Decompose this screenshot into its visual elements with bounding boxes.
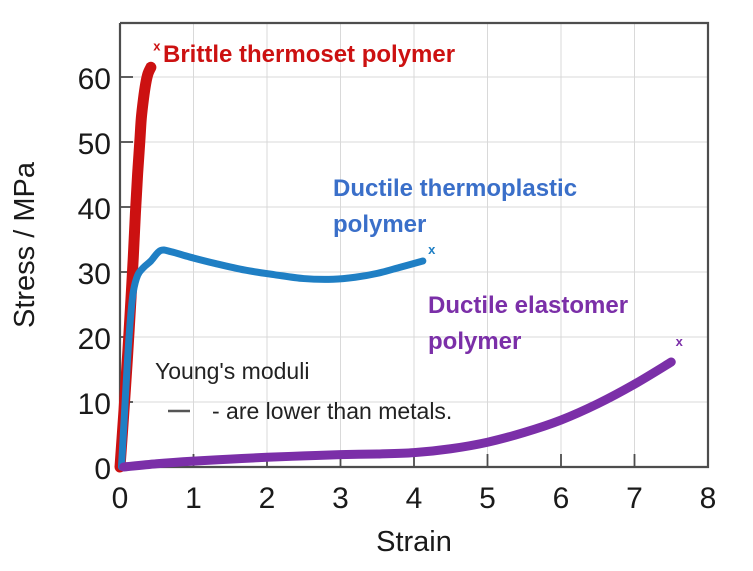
series-label-ductile-thermoplastic-line1: Ductile thermoplastic: [333, 175, 577, 202]
series-label-ductile-elastomer-line1: Ductile elastomer: [428, 292, 628, 319]
y-tick-label-10: 10: [78, 388, 111, 421]
series-label-ductile-elastomer-line2: polymer: [428, 328, 521, 355]
fracture-marker-thermoplastic-x-icon: x: [428, 242, 436, 257]
x-tick-label-3: 3: [332, 482, 349, 515]
x-tick-label-8: 8: [700, 482, 717, 515]
y-tick-label-30: 30: [78, 258, 111, 291]
annotation-youngs-moduli: Young's moduli: [155, 358, 309, 384]
fracture-markers: x x x: [153, 38, 683, 349]
x-axis-title: Strain: [376, 526, 452, 558]
series-label-brittle-thermoset: Brittle thermoset polymer: [163, 41, 455, 68]
fracture-marker-brittle-x-icon: x: [153, 38, 161, 53]
x-tick-label-2: 2: [259, 482, 276, 515]
annotation-lower-than-metals: - are lower than metals.: [212, 398, 452, 424]
series-ductile-thermoplastic-curve: [117, 246, 427, 471]
plot-frame: [118, 21, 710, 469]
x-tick-label-5: 5: [479, 482, 496, 515]
x-tick-label-1: 1: [185, 482, 202, 515]
y-tick-label-60: 60: [78, 63, 111, 96]
y-axis-tick-labels: 0 10 20 30 40 50 60: [78, 63, 111, 486]
series-ductile-elastomer-curve: [119, 357, 676, 472]
x-tick-label-6: 6: [553, 482, 570, 515]
series-layer: [114, 61, 676, 473]
y-tick-label-40: 40: [78, 193, 111, 226]
x-tick-label-7: 7: [626, 482, 643, 515]
x-axis-tick-labels: 0 1 2 3 4 5 6 7 8: [112, 482, 717, 515]
x-tick-label-4: 4: [406, 482, 423, 515]
y-tick-label-50: 50: [78, 128, 111, 161]
series-label-ductile-thermoplastic-line2: polymer: [333, 211, 426, 238]
fracture-marker-elastomer-x-icon: x: [676, 334, 684, 349]
x-tick-label-0: 0: [112, 482, 129, 515]
y-tick-label-20: 20: [78, 323, 111, 356]
vertical-gridlines: [193, 23, 635, 467]
y-tick-label-0: 0: [94, 453, 111, 486]
y-axis-title: Stress / MPa: [9, 161, 41, 328]
